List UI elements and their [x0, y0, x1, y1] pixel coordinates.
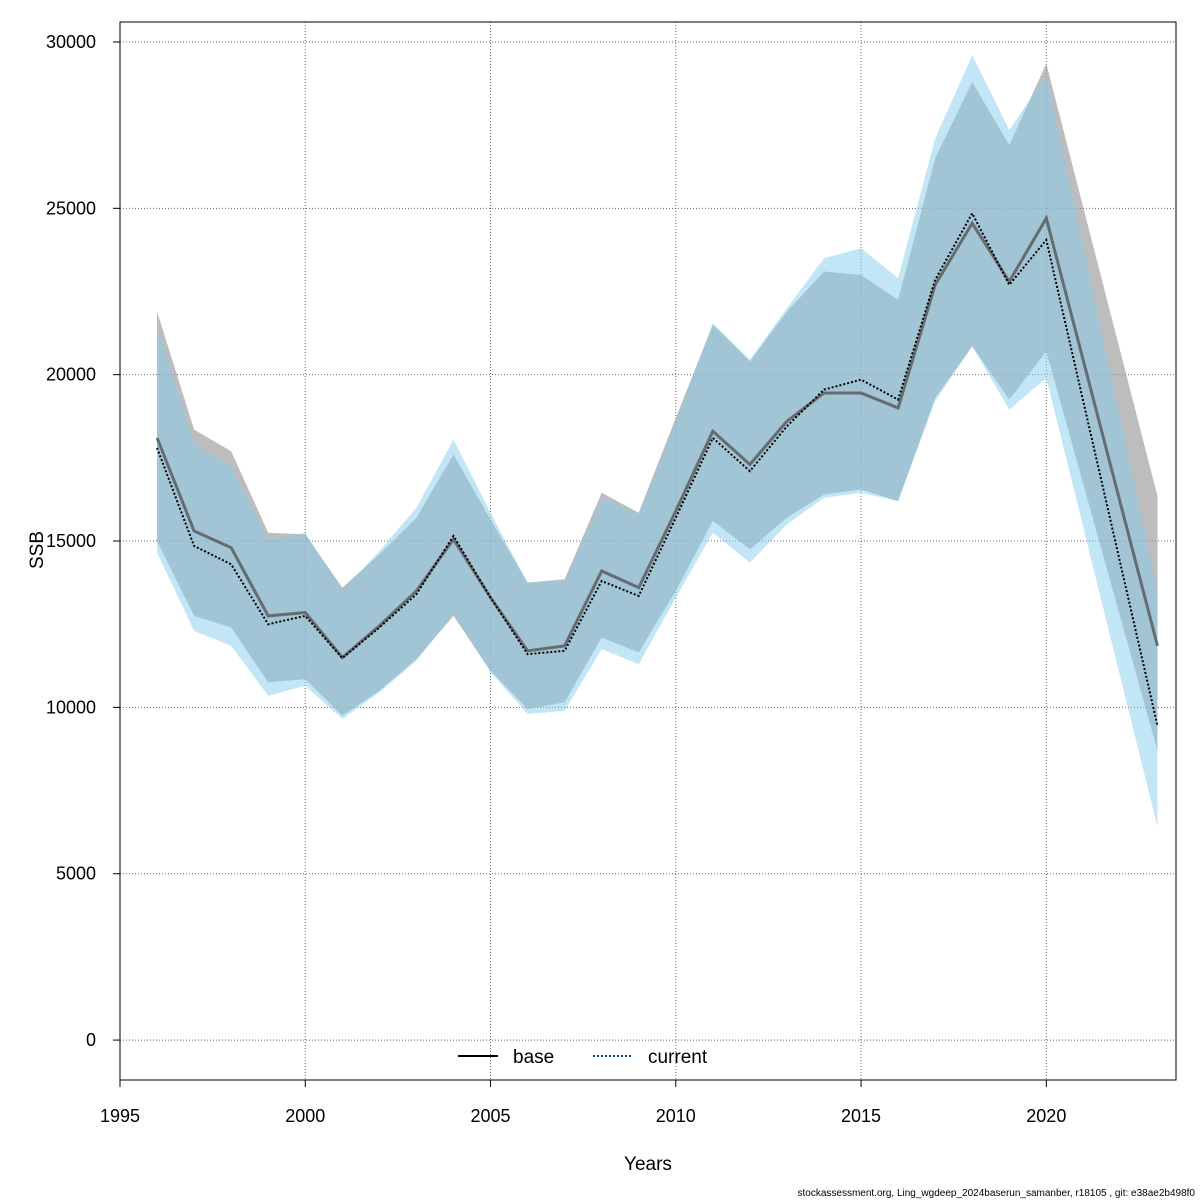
line-base [155, 214, 1159, 660]
legend-label-current: current [648, 1047, 708, 1068]
x-tick-label-2000: 2000 [285, 1106, 325, 1126]
y-tick-label-0: 0 [86, 1030, 96, 1050]
legend-label-base: base [513, 1047, 554, 1068]
confidence-bands [157, 55, 1158, 828]
y-tick-label-30000: 30000 [46, 32, 96, 52]
series-lines [155, 211, 1159, 726]
y-tick-label-25000: 25000 [46, 198, 96, 218]
y-tick-label-5000: 5000 [56, 864, 96, 884]
x-tick-label-2015: 2015 [841, 1106, 881, 1126]
y-tick-label-15000: 15000 [46, 531, 96, 551]
legend: base current [458, 1047, 708, 1068]
line-current [156, 211, 1159, 726]
y-axis: 0 5000 10000 15000 20000 25000 30000 [46, 32, 120, 1050]
x-tick-label-1995: 1995 [100, 1106, 140, 1126]
footnote: stockassessment.org, Ling_wgdeep_2024bas… [797, 1188, 1195, 1199]
band-current [157, 55, 1158, 828]
x-tick-label-2010: 2010 [656, 1106, 696, 1126]
x-tick-label-2020: 2020 [1026, 1106, 1066, 1126]
y-axis-title: SSB [27, 531, 48, 569]
x-axis-title: Years [624, 1154, 672, 1175]
y-tick-label-10000: 10000 [46, 697, 96, 717]
x-tick-label-2005: 2005 [471, 1106, 511, 1126]
x-axis: 1995 2000 2005 2010 2015 2020 [100, 1079, 1066, 1126]
y-tick-label-20000: 20000 [46, 365, 96, 385]
